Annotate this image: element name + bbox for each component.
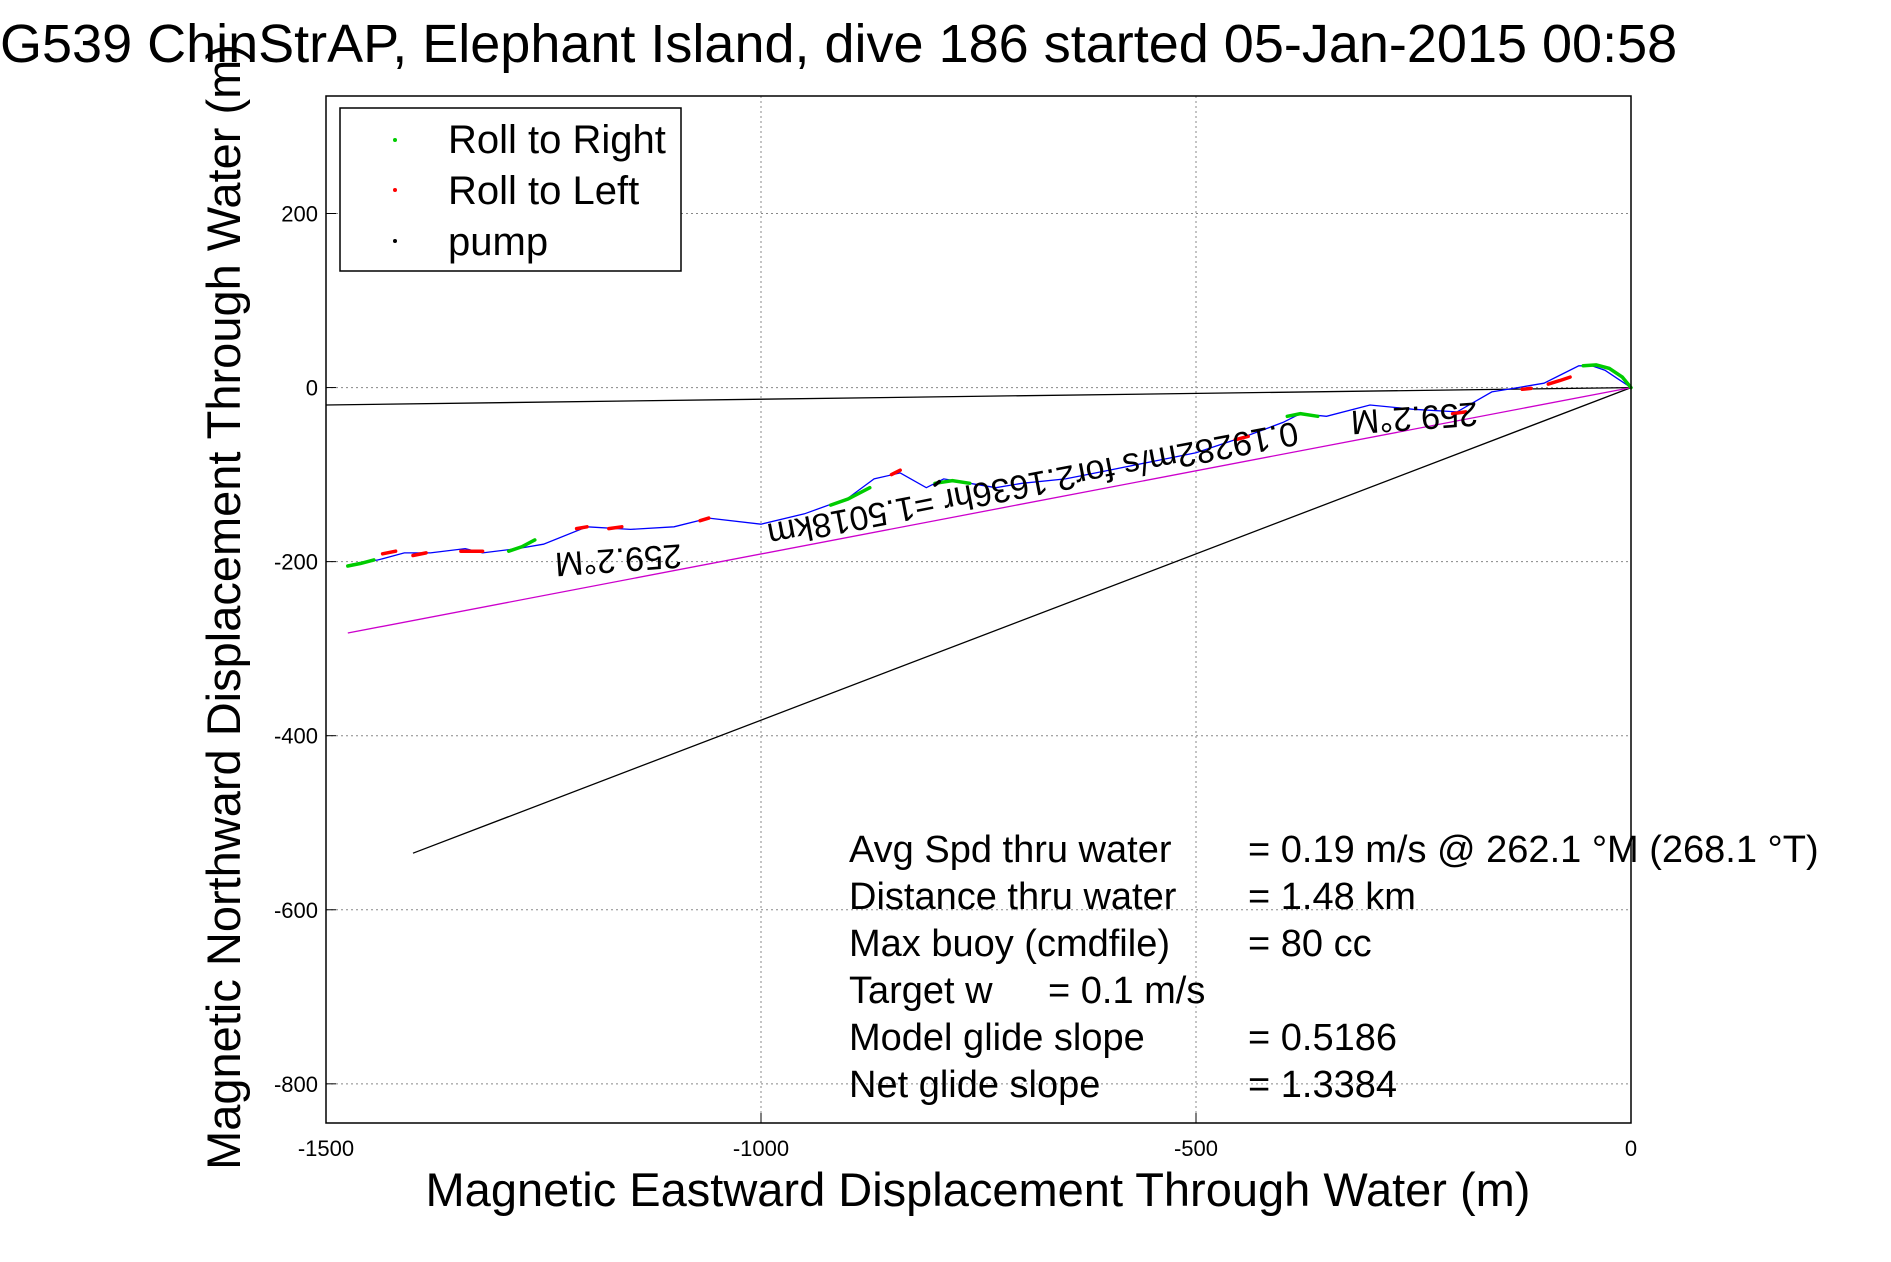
x-tick-label: -500 [1174,1136,1218,1161]
annotation-value-max-buoy: = 80 cc [1248,923,1372,965]
y-tick-label: -600 [274,898,318,923]
annotation-label-avg-speed: Avg Spd thru water [849,829,1172,871]
roll-left-segment [607,525,624,531]
stats-annotations: Avg Spd thru water = 0.19 m/s @ 262.1 °M… [849,829,1819,1106]
heading-label: 259.2°M [554,536,683,583]
reference-lines [325,386,1632,854]
roll-left-segment [380,549,398,556]
roll-left-segment [1546,375,1572,386]
roll-left-segment [574,525,589,531]
roll-left-segment [1233,434,1250,442]
reference-line [347,386,1632,634]
y-tick-labels: 200 0 -200 -400 -600 -800 [274,201,318,1096]
annotation-value-net-glide: = 1.3384 [1248,1064,1397,1106]
roll-right-segment [346,558,376,568]
track-line [351,365,1632,565]
annotation-label-net-glide: Net glide slope [849,1064,1100,1106]
x-tick-label: -1500 [298,1136,354,1161]
y-tick-label: -400 [274,724,318,749]
annotation-value-avg-speed: = 0.19 m/s @ 262.1 °M (268.1 °T) [1248,829,1819,871]
heading-label: 259.2°M [1350,394,1479,441]
legend-marker-pump [393,239,397,243]
chart-title: G539 ChinStrAP, Elephant Island, dive 18… [0,14,1677,74]
legend: Roll to Right Roll to Left pump [339,107,682,272]
annotation-value-model-glide: = 0.5186 [1248,1017,1397,1059]
annotation-label-target-w: Target w [849,970,993,1012]
legend-label-pump: pump [448,220,548,264]
rotated-labels: 259.2°M 259.2°M 0.19282m/s for2.1636hr =1.… [554,394,1479,583]
legend-marker-roll-right [393,138,397,142]
roll-right-segment [506,538,537,553]
y-tick-label: -800 [274,1072,318,1097]
y-axis-label: Magnetic Northward Displacement Through … [197,44,250,1170]
annotation-value-target-w: = 0.1 m/s [1048,970,1205,1012]
heading-label: 0.19282m/s for2.1636hr =1.5018km [764,414,1301,554]
x-tick-label: -1000 [733,1136,789,1161]
track [351,365,1632,565]
roll-segments [346,363,1633,568]
y-tick-label: -200 [274,550,318,575]
legend-label-roll-left: Roll to Left [448,169,639,213]
annotation-value-distance: = 1.48 km [1248,876,1416,918]
reference-line [412,386,1632,854]
legend-label-roll-right: Roll to Right [448,118,666,162]
legend-marker-roll-left [393,188,397,192]
reference-line [325,386,1632,406]
roll-left-segment [1520,386,1533,392]
plot-frame [325,95,1632,1124]
x-tick-label: 0 [1625,1136,1637,1161]
roll-right-segment [1285,411,1320,419]
annotation-label-max-buoy: Max buoy (cmdfile) [849,923,1170,965]
roll-left-segment [889,468,902,477]
pump-segment [933,479,942,487]
roll-right-segment [1581,363,1633,390]
y-tick-label: 200 [281,201,318,226]
y-tick-label: 0 [306,376,318,401]
roll-left-segment [411,551,428,558]
roll-left-segment [1450,410,1468,416]
x-tick-labels: -1500 -1000 -500 0 [298,1136,1637,1161]
x-axis-label: Magnetic Eastward Displacement Through W… [426,1163,1531,1216]
annotation-label-distance: Distance thru water [849,876,1177,918]
roll-left-segment [698,516,711,523]
roll-right-segment [828,485,872,507]
annotation-label-model-glide: Model glide slope [849,1017,1145,1059]
